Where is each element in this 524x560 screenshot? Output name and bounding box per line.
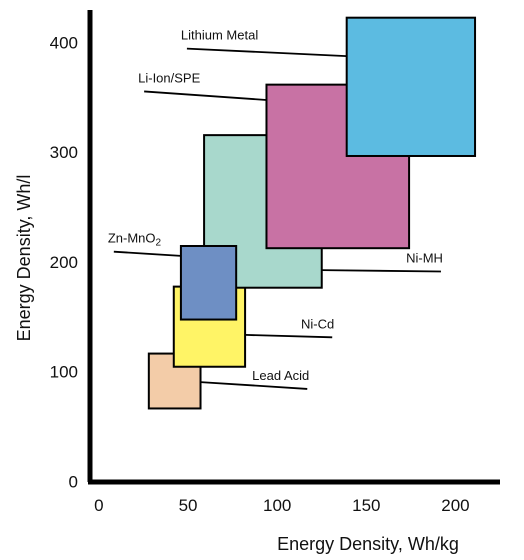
y-tick-label: 100	[50, 363, 78, 382]
x-tick-label: 100	[263, 496, 291, 515]
region-lithium-metal	[345, 16, 477, 157]
y-tick-label: 0	[69, 473, 78, 492]
region-label-zn-mno2: Zn-MnO2	[108, 231, 162, 249]
tick-labels-layer: 0 100 200 300 400 0 50 100 150 200	[50, 33, 470, 515]
axes-layer	[87, 10, 500, 485]
region-label-lithium-metal: Lithium Metal	[181, 28, 258, 43]
x-axis-title: Energy Density, Wh/kg	[277, 534, 459, 554]
y-axis-title: Energy Density, Wh/l	[14, 175, 34, 342]
y-tick-label: 300	[50, 143, 78, 162]
x-tick-label: 150	[352, 496, 380, 515]
leader-line-ni-cd	[245, 334, 333, 339]
leader-line-lithium-metal	[186, 47, 347, 58]
y-tick-label: 200	[50, 253, 78, 272]
region-label-ni-cd: Ni-Cd	[301, 316, 334, 331]
x-tick-label: 200	[441, 496, 469, 515]
regions-layer	[147, 16, 477, 410]
x-tick-label: 0	[94, 496, 103, 515]
leader-line-li-ion-spe	[144, 90, 267, 101]
leader-line-zn-mno2	[113, 250, 181, 257]
region-labels-layer: Lead Acid Ni-Cd Ni-MH Zn-MnO2 Li-Ion/SPE Lith…	[108, 28, 443, 383]
region-label-ni-mh: Ni-MH	[406, 250, 443, 265]
leader-line-lead-acid	[200, 381, 308, 390]
region-label-lead-acid: Lead Acid	[252, 368, 309, 383]
region-zn-mno2	[179, 245, 238, 321]
region-label-li-ion-spe: Li-Ion/SPE	[138, 70, 200, 85]
leaders-layer	[113, 47, 441, 390]
x-tick-label: 50	[179, 496, 198, 515]
y-tick-label: 400	[50, 33, 78, 52]
leader-line-ni-mh	[321, 269, 441, 273]
